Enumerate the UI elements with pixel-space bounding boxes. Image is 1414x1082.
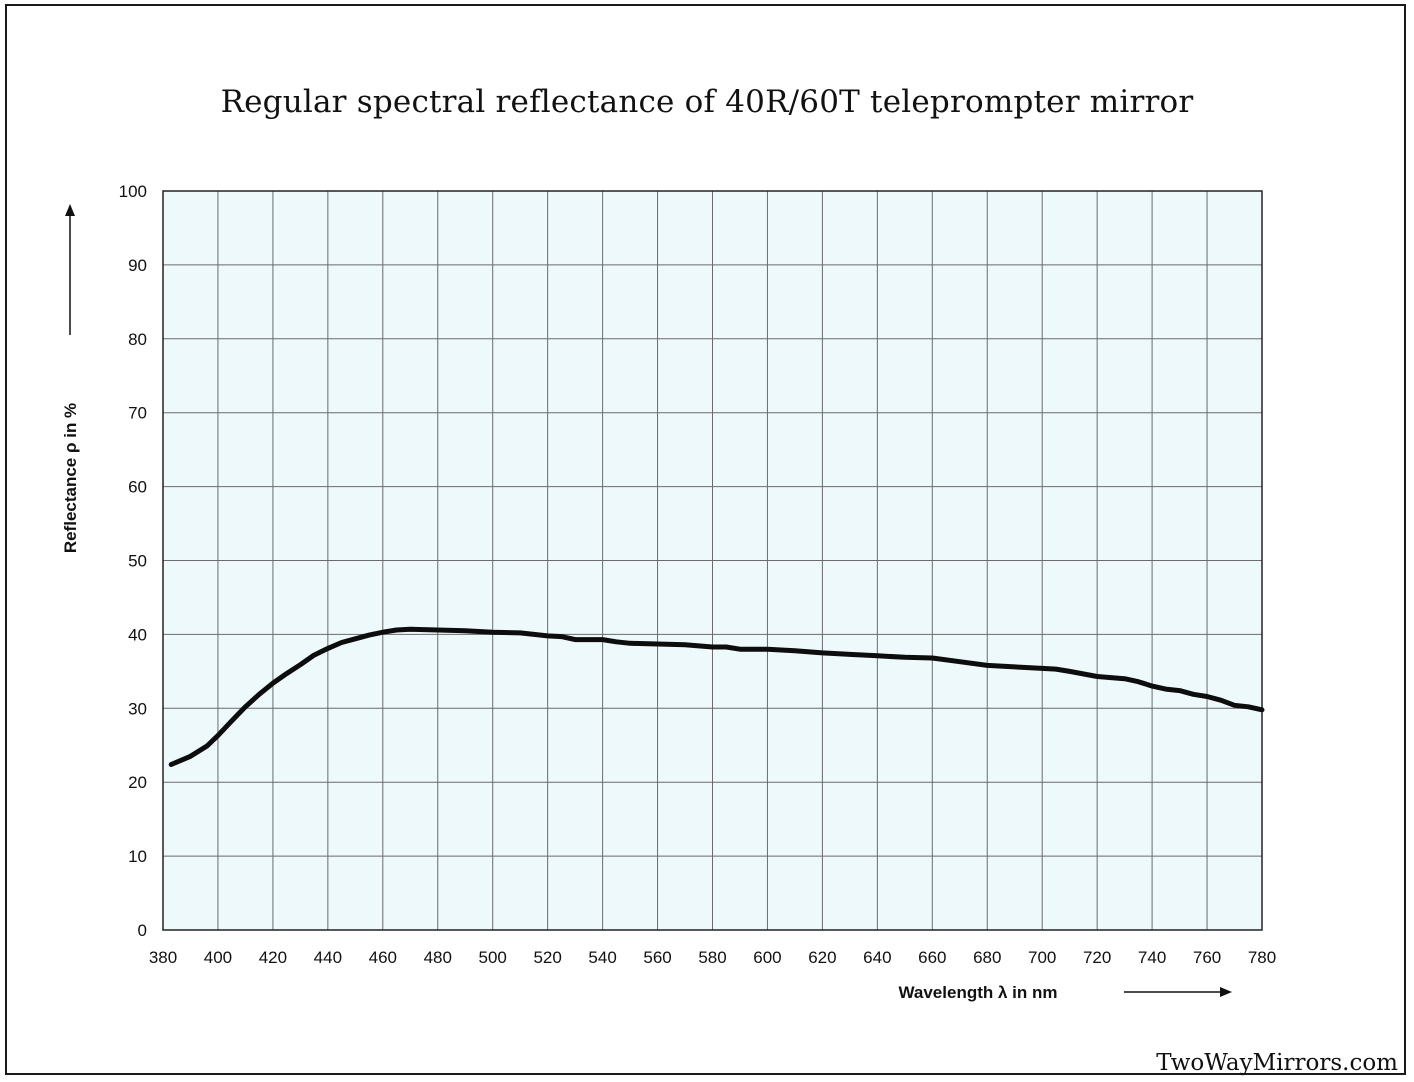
y-tick-label: 70 — [128, 404, 147, 423]
x-tick-label: 500 — [479, 948, 507, 967]
x-tick-label: 720 — [1083, 948, 1111, 967]
x-tick-label: 640 — [863, 948, 891, 967]
y-tick-label: 90 — [128, 256, 147, 275]
reflectance-curve — [168, 626, 1265, 767]
x-tick-label: 540 — [588, 948, 616, 967]
x-tick-label: 580 — [698, 948, 726, 967]
chart-title: Regular spectral reflectance of 40R/60T … — [220, 84, 1194, 120]
plot-border — [162, 190, 1263, 931]
x-tick-label: 780 — [1248, 948, 1276, 967]
y-tick-label: 50 — [128, 552, 147, 571]
x-tick-label: 700 — [1028, 948, 1056, 967]
x-tick-label: 620 — [808, 948, 836, 967]
y-tick-label: 100 — [119, 182, 147, 201]
x-tick-label: 420 — [259, 948, 287, 967]
x-tick-label: 660 — [918, 948, 946, 967]
x-axis-title: Wavelength λ in nm — [898, 983, 1057, 1002]
watermark-text: TwoWayMirrors.com — [1156, 1050, 1398, 1076]
y-tick-label: 40 — [128, 625, 147, 644]
x-tick-label: 480 — [424, 948, 452, 967]
x-axis-arrow-icon — [1124, 987, 1232, 997]
x-tick-label: 560 — [643, 948, 671, 967]
x-tick-label: 380 — [149, 948, 177, 967]
y-axis-arrow-icon — [65, 204, 75, 335]
y-tick-label: 10 — [128, 847, 147, 866]
y-tick-label: 0 — [138, 921, 147, 940]
x-tick-label: 440 — [314, 948, 342, 967]
x-tick-label: 680 — [973, 948, 1001, 967]
y-tick-label: 30 — [128, 699, 147, 718]
y-axis-title: Reflectance ρ in % — [61, 403, 80, 553]
x-tick-label: 460 — [369, 948, 397, 967]
y-tick-label: 20 — [128, 773, 147, 792]
y-tick-label: 80 — [128, 330, 147, 349]
x-tick-label: 600 — [753, 948, 781, 967]
x-tick-label: 400 — [204, 948, 232, 967]
x-tick-label: 520 — [533, 948, 561, 967]
y-tick-label: 60 — [128, 478, 147, 497]
x-tick-label: 760 — [1193, 948, 1221, 967]
x-tick-label: 740 — [1138, 948, 1166, 967]
